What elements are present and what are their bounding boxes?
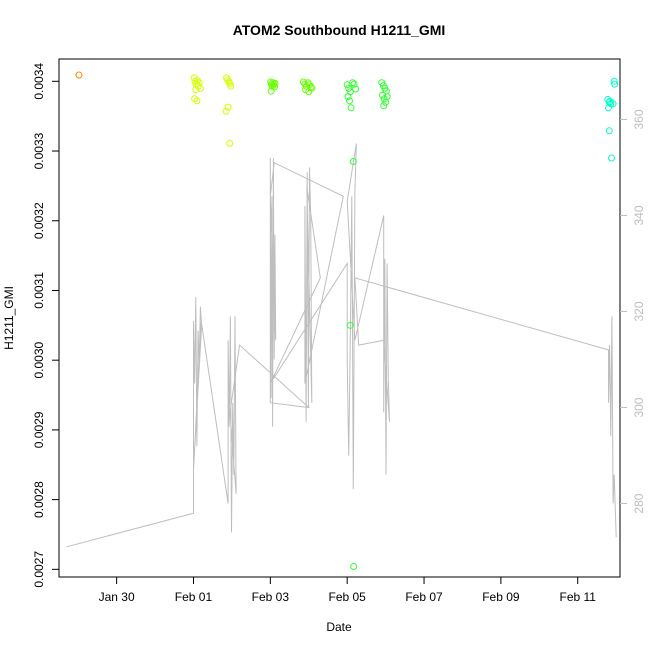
- y-tick-label: 0.0027: [32, 551, 46, 588]
- y-tick-label: 0.0032: [32, 202, 46, 239]
- data-point: [345, 84, 353, 92]
- y2-tick-label: 280: [632, 493, 646, 513]
- line-series: [66, 143, 617, 548]
- y2-tick-label: 320: [632, 301, 646, 321]
- data-point: [193, 97, 201, 105]
- data-point: [344, 93, 352, 101]
- y-tick-label: 0.0029: [32, 411, 46, 448]
- data-point: [347, 104, 355, 112]
- data-point: [611, 80, 619, 88]
- data-point: [345, 97, 353, 105]
- x-tick-label: Feb 01: [175, 590, 213, 604]
- y-tick-label: 0.0034: [32, 63, 46, 100]
- data-point: [195, 79, 203, 87]
- y2-axis: 280 300 320 340 360: [620, 109, 646, 514]
- data-point: [350, 563, 358, 571]
- scatter-points: [75, 71, 619, 571]
- data-point: [226, 79, 234, 87]
- data-point: [75, 71, 83, 79]
- data-point: [608, 154, 616, 162]
- x-tick-label: Feb 05: [329, 590, 367, 604]
- data-point: [379, 91, 387, 99]
- x-tick-label: Feb 11: [559, 590, 596, 604]
- x-axis-label: Date: [326, 620, 352, 634]
- data-point: [222, 107, 230, 115]
- data-point: [194, 82, 202, 90]
- y2-tick-label: 340: [632, 205, 646, 225]
- y-tick-label: 0.0028: [32, 481, 46, 518]
- data-point: [271, 79, 279, 87]
- chart-title: ATOM2 Southbound H1211_GMI: [233, 22, 446, 38]
- y-tick-label: 0.0033: [32, 132, 46, 169]
- series-line: [66, 143, 617, 548]
- data-point: [349, 79, 357, 87]
- y-axis: 0.0027 0.0028 0.0029 0.0030 0.0031 0.0032 0.00…: [32, 63, 59, 588]
- data-point: [352, 85, 360, 93]
- y-tick-label: 0.0030: [32, 342, 46, 379]
- data-point: [267, 87, 275, 95]
- x-tick-label: Jan 30: [99, 590, 135, 604]
- data-point: [271, 83, 279, 91]
- y2-tick-label: 300: [632, 397, 646, 417]
- x-tick-label: Feb 03: [252, 590, 290, 604]
- x-tick-label: Feb 09: [482, 590, 520, 604]
- data-point: [227, 82, 235, 90]
- data-point: [380, 102, 388, 110]
- data-point: [226, 139, 234, 147]
- data-point: [609, 100, 617, 108]
- data-point: [604, 104, 612, 112]
- x-axis: Jan 30 Feb 01 Feb 03 Feb 05 Feb 07 Feb 09 Feb …: [99, 577, 596, 604]
- data-point: [350, 80, 358, 88]
- data-point: [192, 86, 200, 94]
- data-point: [610, 77, 618, 85]
- y-tick-label: 0.0031: [32, 272, 46, 309]
- data-point: [306, 81, 314, 89]
- data-point: [191, 95, 199, 103]
- plot-frame: [58, 58, 621, 578]
- data-point: [383, 93, 391, 101]
- data-point: [308, 84, 316, 92]
- data-point: [349, 157, 357, 165]
- data-point: [224, 103, 232, 111]
- y-axis-label: H1211_GMI: [2, 286, 16, 350]
- y2-tick-label: 360: [632, 109, 646, 129]
- x-tick-label: Feb 07: [405, 590, 443, 604]
- data-point: [346, 321, 354, 329]
- data-point: [225, 78, 233, 86]
- data-point: [605, 127, 613, 135]
